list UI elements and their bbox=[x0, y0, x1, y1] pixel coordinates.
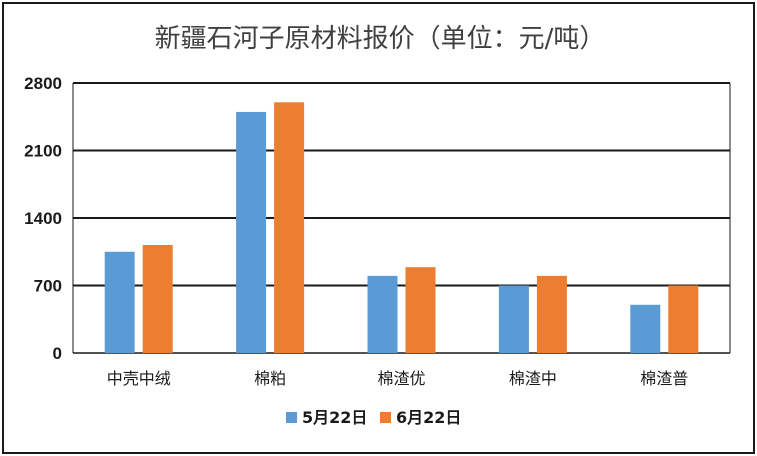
legend: 5月22日 6月22日 bbox=[286, 408, 461, 427]
y-tick-label: 700 bbox=[34, 277, 62, 296]
bar-jun22 bbox=[274, 102, 305, 354]
y-tick-label: 1400 bbox=[24, 209, 62, 228]
x-category-label: 棉粕 bbox=[254, 369, 286, 388]
y-axis-ticks: 0 700 1400 2100 2800 bbox=[24, 74, 62, 363]
bar-may22 bbox=[236, 111, 267, 353]
legend-swatch bbox=[286, 412, 297, 423]
legend-label: 6月22日 bbox=[396, 408, 461, 427]
x-category-label: 棉渣优 bbox=[377, 369, 425, 388]
bar-may22 bbox=[104, 251, 135, 353]
bar-jun22 bbox=[405, 267, 436, 353]
x-category-label: 中壳中绒 bbox=[107, 369, 171, 388]
x-category-label: 棉渣中 bbox=[509, 369, 557, 388]
bar-may22 bbox=[367, 275, 398, 353]
bar-jun22 bbox=[142, 245, 173, 353]
bar-jun22 bbox=[536, 275, 567, 353]
bar-jun22 bbox=[668, 285, 699, 353]
gridlines bbox=[72, 82, 731, 354]
legend-label: 5月22日 bbox=[302, 408, 367, 427]
bar-may22 bbox=[630, 304, 661, 353]
chart-title: 新疆石河子原材料报价（单位：元/吨） bbox=[155, 24, 606, 54]
bar-may22 bbox=[498, 285, 529, 353]
y-tick-label: 2100 bbox=[24, 142, 62, 161]
x-axis-categories: 中壳中绒 棉粕 棉渣优 棉渣中 棉渣普 bbox=[107, 369, 689, 388]
legend-swatch bbox=[380, 412, 391, 423]
bars bbox=[104, 102, 699, 354]
y-tick-label: 0 bbox=[53, 344, 62, 363]
y-tick-label: 2800 bbox=[24, 74, 62, 93]
x-category-label: 棉渣普 bbox=[640, 369, 688, 388]
